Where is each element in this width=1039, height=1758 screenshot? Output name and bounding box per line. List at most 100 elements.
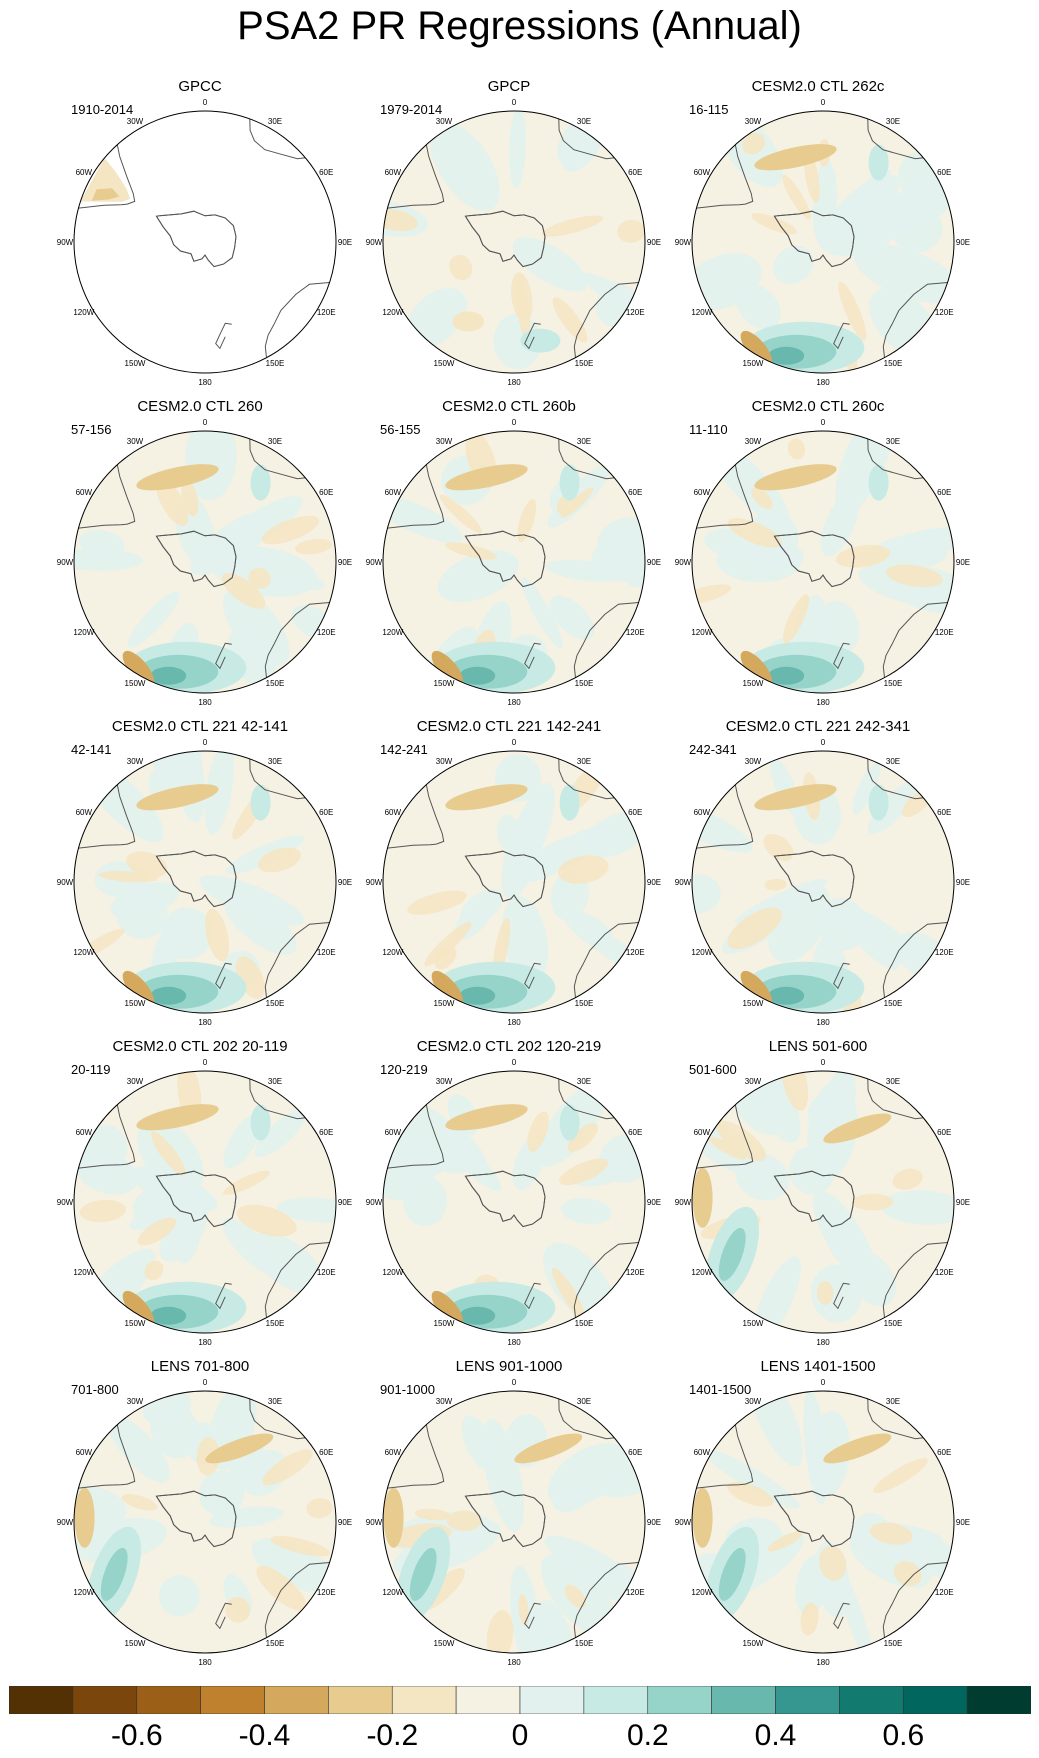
longitude-label: 180	[507, 698, 521, 707]
longitude-label: 120E	[626, 628, 645, 637]
longitude-label: 90E	[647, 238, 661, 247]
longitude-label: 60W	[694, 488, 711, 497]
longitude-label: 0	[203, 1378, 208, 1387]
map-panel: LENS 1401-1500 1401-1500 0 30E 60E 90E 120E 150…	[673, 1358, 973, 1678]
map-panel: CESM2.0 CTL 202 20-119 20-119 0 30E 60E 90E 12…	[55, 1038, 355, 1358]
longitude-label: 0	[512, 1378, 517, 1387]
longitude-label: 30E	[886, 757, 900, 766]
longitude-label: 90E	[956, 1198, 970, 1207]
longitude-label: 180	[816, 1338, 830, 1347]
longitude-label: 120E	[317, 1268, 336, 1277]
longitude-label: 120E	[317, 308, 336, 317]
longitude-label: 0	[821, 1058, 826, 1067]
longitude-label: 60E	[628, 1448, 642, 1457]
longitude-label: 150E	[575, 1319, 594, 1328]
longitude-label: 180	[507, 1658, 521, 1667]
polar-map: 0 30E 60E 90E 120E 150E 180 150W 120W 90W 60W 30W	[675, 738, 970, 1027]
polar-map: 0 30E 60E 90E 120E 150E 180 150W 120W 90W 60W 30W	[57, 418, 352, 707]
longitude-label: 60W	[76, 488, 93, 497]
longitude-label: 120E	[935, 948, 954, 957]
longitude-label: 30E	[268, 437, 282, 446]
panel-title: GPCC	[178, 78, 222, 95]
longitude-label: 150E	[884, 679, 903, 688]
map-panel: CESM2.0 CTL 202 120-219 120-219 0 30E 60E 90E…	[364, 1038, 664, 1358]
longitude-label: 60W	[385, 168, 402, 177]
longitude-label: 180	[816, 698, 830, 707]
longitude-label: 120E	[317, 1588, 336, 1597]
panel-title: LENS 901-1000	[455, 1358, 563, 1375]
colorbar-swatch	[902, 1686, 968, 1714]
colorbar-swatch	[519, 1686, 585, 1714]
colorbar-tick-label: 0.6	[882, 1719, 925, 1752]
longitude-label: 120E	[317, 948, 336, 957]
longitude-label: 30W	[127, 1077, 144, 1086]
longitude-label: 150E	[884, 1319, 903, 1328]
longitude-label: 30E	[577, 437, 591, 446]
map-panel: CESM2.0 CTL 221 242-341 242-341 0 30E 60E 90E…	[673, 718, 973, 1038]
longitude-label: 120E	[935, 1268, 954, 1277]
longitude-label: 180	[198, 1018, 212, 1027]
longitude-label: 30W	[127, 1397, 144, 1406]
panel-period: 1910-2014	[71, 102, 134, 117]
longitude-label: 60W	[76, 808, 93, 817]
longitude-label: 0	[203, 98, 208, 107]
longitude-label: 120W	[73, 308, 94, 317]
colorbar-tick-label: -0.6	[110, 1719, 163, 1752]
longitude-label: 180	[507, 1018, 521, 1027]
longitude-label: 90W	[675, 1518, 692, 1527]
longitude-label: 0	[512, 1058, 517, 1067]
polar-map: 0 30E 60E 90E 120E 150E 180 150W 120W 90W 60W 30W	[57, 738, 352, 1027]
longitude-label: 150W	[434, 1319, 455, 1328]
longitude-label: 30W	[745, 117, 762, 126]
colorbar-swatch	[9, 1686, 74, 1714]
polar-map: 0 30E 60E 90E 120E 150E 180 150W 120W 90W 60W 30W	[366, 418, 661, 707]
longitude-label: 60W	[76, 1448, 93, 1457]
longitude-label: 150W	[743, 679, 764, 688]
longitude-label: 90W	[57, 878, 74, 887]
longitude-label: 120W	[691, 1268, 712, 1277]
colorbar-swatch	[455, 1686, 521, 1714]
longitude-label: 90E	[647, 1518, 661, 1527]
longitude-label: 180	[507, 1338, 521, 1347]
longitude-label: 30W	[127, 117, 144, 126]
map-panel: LENS 701-800 701-800 0 30E 60E 90E 120E 150E 180…	[55, 1358, 355, 1678]
longitude-label: 60W	[694, 1128, 711, 1137]
polar-map: 0 30E 60E 90E 120E 150E 180 150W 120W 90W 60W 30W	[675, 1378, 970, 1667]
longitude-label: 90W	[675, 1198, 692, 1207]
longitude-label: 120E	[626, 308, 645, 317]
longitude-label: 90W	[57, 238, 74, 247]
longitude-label: 30W	[436, 117, 453, 126]
longitude-label: 150W	[743, 1639, 764, 1648]
panel-period: 701-800	[71, 1382, 119, 1397]
longitude-label: 30E	[886, 1397, 900, 1406]
longitude-label: 0	[203, 1058, 208, 1067]
longitude-label: 150W	[125, 1319, 146, 1328]
longitude-label: 30W	[127, 437, 144, 446]
longitude-label: 150W	[434, 999, 455, 1008]
longitude-label: 90W	[57, 1518, 74, 1527]
longitude-label: 30E	[268, 757, 282, 766]
longitude-label: 120W	[382, 308, 403, 317]
longitude-label: 90E	[338, 1198, 352, 1207]
longitude-label: 150E	[575, 999, 594, 1008]
longitude-label: 90E	[956, 1518, 970, 1527]
panel-period: 142-241	[380, 742, 428, 757]
longitude-label: 0	[821, 1378, 826, 1387]
longitude-label: 30W	[745, 437, 762, 446]
map-panel: LENS 901-1000 901-1000 0 30E 60E 90E 120E 150E 1…	[364, 1358, 664, 1678]
longitude-label: 120W	[382, 628, 403, 637]
panel-period: 42-141	[71, 742, 112, 757]
polar-map: 0 30E 60E 90E 120E 150E 180 150W 120W 90W 60W 30W	[366, 1378, 661, 1667]
longitude-label: 30W	[745, 1077, 762, 1086]
longitude-label: 60W	[76, 168, 93, 177]
longitude-label: 30E	[577, 1397, 591, 1406]
longitude-label: 150E	[884, 999, 903, 1008]
longitude-label: 30W	[436, 1397, 453, 1406]
colorbar-swatch	[72, 1686, 138, 1714]
longitude-label: 150E	[266, 359, 285, 368]
colorbar-swatch	[328, 1686, 393, 1714]
longitude-label: 30E	[268, 1397, 282, 1406]
longitude-label: 150E	[266, 1319, 285, 1328]
longitude-label: 120W	[382, 948, 403, 957]
panel-title: CESM2.0 CTL 221 242-341	[725, 718, 911, 735]
